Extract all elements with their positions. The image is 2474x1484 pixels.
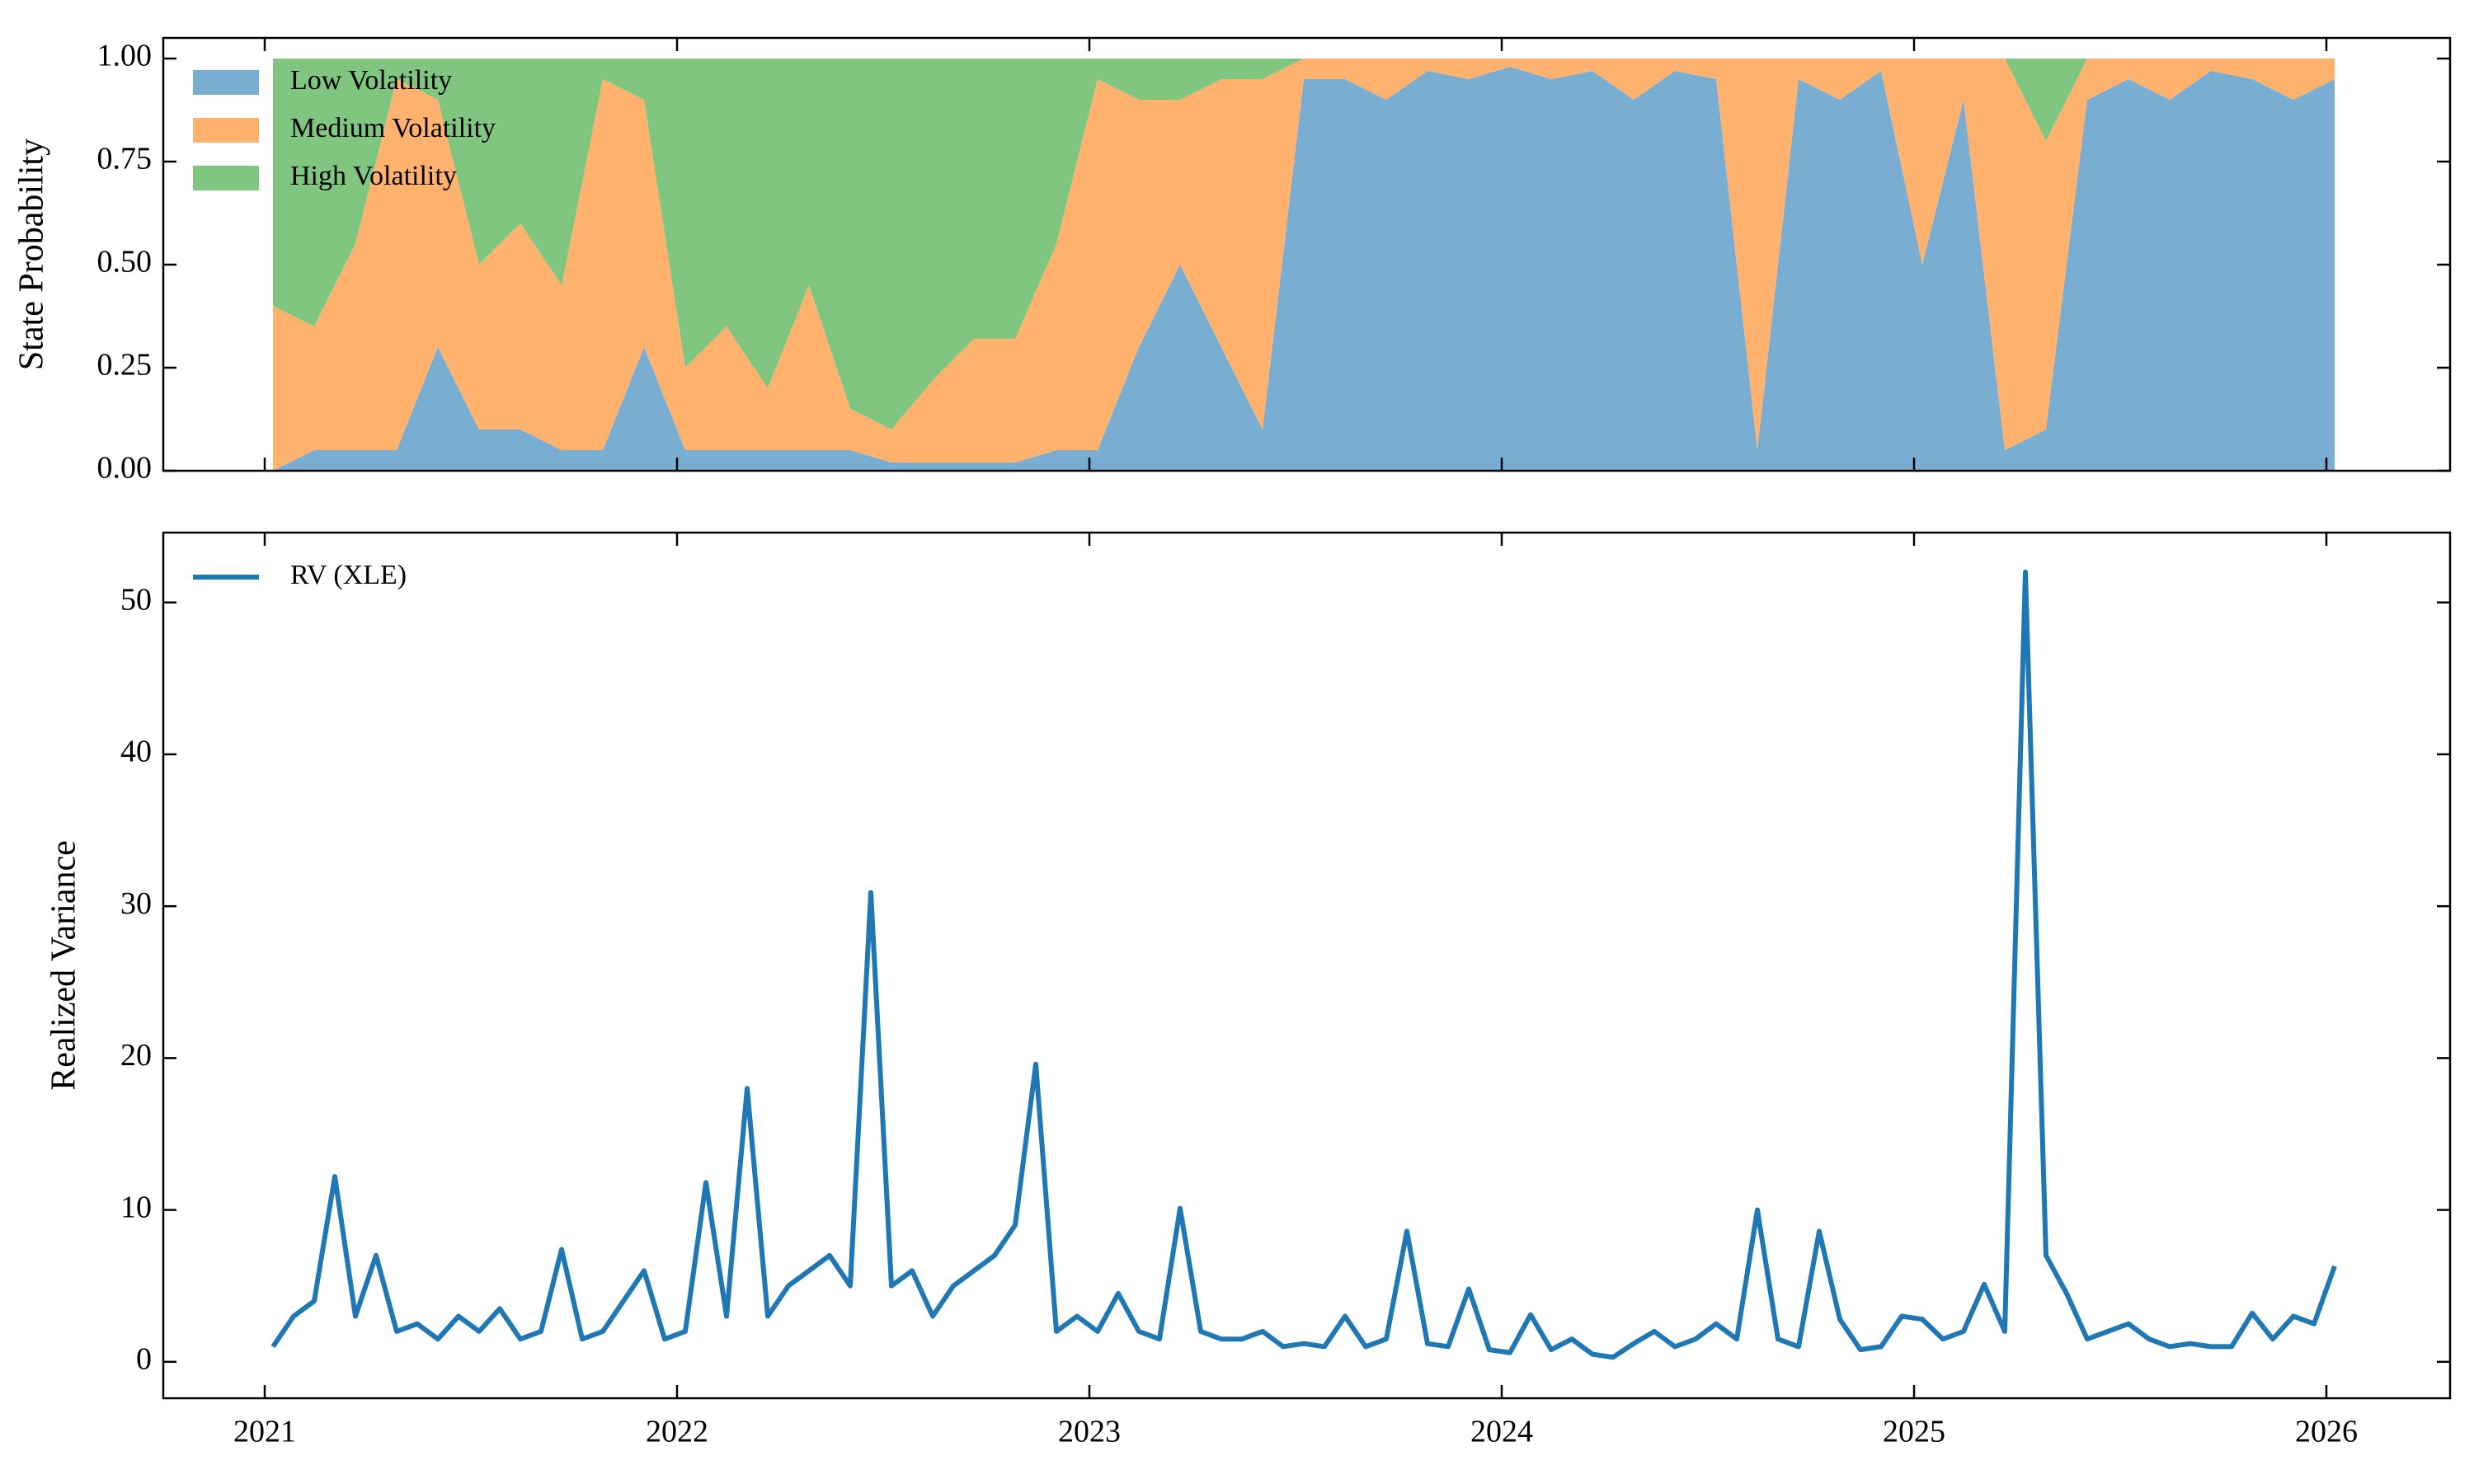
plot-area [270, 569, 2337, 1360]
legend-label: Medium Volatility [290, 113, 496, 143]
x-tick-label: 2021 [233, 1415, 296, 1449]
y-tick-label: 0.50 [97, 245, 153, 279]
line [270, 569, 2337, 1360]
x-tick-label: 2024 [1470, 1415, 1533, 1449]
y-tick-label: 0.00 [97, 451, 153, 486]
x-tick-label: 2026 [2295, 1415, 2358, 1449]
legend-swatch [193, 118, 259, 143]
legend-label: Low Volatility [290, 65, 452, 96]
y-tick-label: 30 [120, 886, 152, 921]
y-tick-label: 1.00 [97, 39, 153, 73]
legend-swatch [193, 166, 259, 190]
legend-label: High Volatility [290, 161, 457, 191]
y-tick-label: 40 [120, 735, 152, 769]
y-axis-label: State Probability [13, 139, 51, 370]
axes-frame [162, 36, 2452, 472]
axes-frame [162, 531, 2452, 1400]
legend-label: RV (XLE) [290, 560, 407, 590]
area [273, 59, 2335, 471]
y-tick-label: 0 [136, 1342, 152, 1377]
y-axis-label: Realized Variance [45, 840, 83, 1091]
y-tick-label: 20 [120, 1038, 152, 1073]
area [273, 67, 2335, 471]
plot-area [273, 59, 2335, 471]
y-tick-label: 50 [120, 582, 152, 617]
x-tick-label: 2022 [646, 1415, 708, 1449]
y-tick-label: 0.25 [97, 348, 153, 383]
x-tick-label: 2023 [1058, 1415, 1121, 1449]
legend-swatch [193, 70, 259, 95]
y-tick-label: 10 [120, 1190, 152, 1224]
y-tick-label: 0.75 [97, 142, 153, 176]
x-tick-label: 2025 [1883, 1415, 1945, 1449]
area [273, 59, 2335, 430]
